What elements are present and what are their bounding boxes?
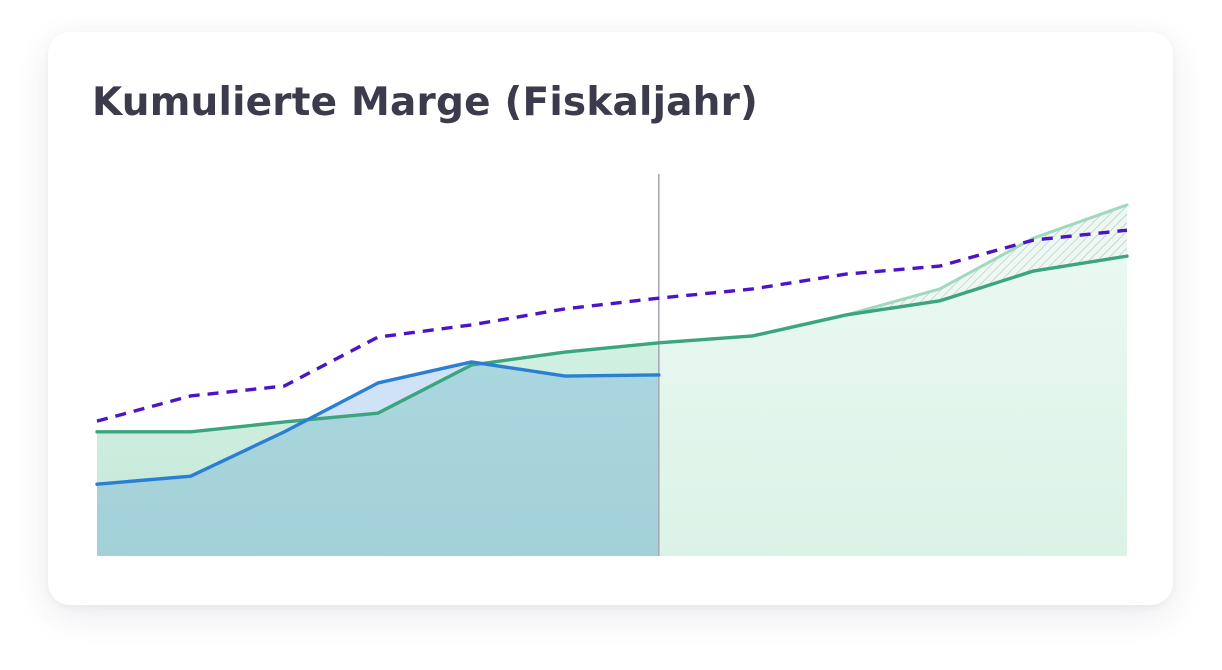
band <box>846 204 1127 315</box>
line <box>96 228 1128 423</box>
line <box>844 203 1129 317</box>
line <box>95 360 661 486</box>
chart-title: Kumulierte Marge (Fiskaljahr) <box>92 80 759 125</box>
area <box>97 361 659 556</box>
area <box>97 342 659 556</box>
line <box>95 254 1129 434</box>
